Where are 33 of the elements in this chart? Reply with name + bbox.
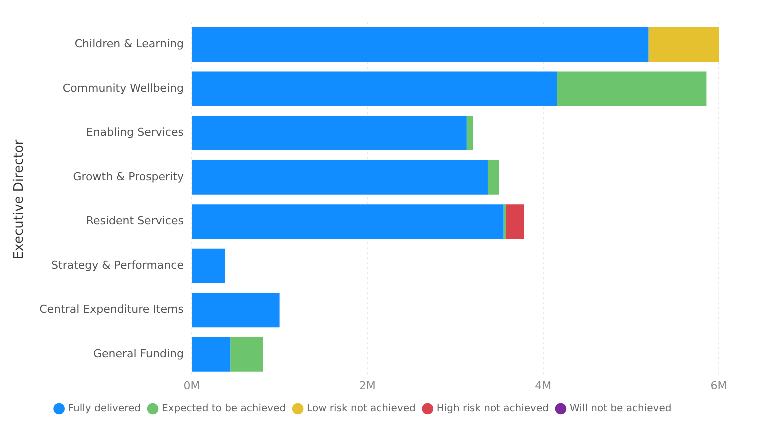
y-tick-label: Children & Learning [74,38,184,51]
legend-label: Low risk not achieved [307,404,416,415]
y-tick-label: Resident Services [86,214,184,228]
y-tick-label: Strategy & Performance [52,258,184,272]
legend-label: High risk not achieved [436,404,549,415]
bar [192,293,280,328]
bar [192,337,231,372]
x-tick-label: 2M [359,379,376,392]
bar [192,72,558,106]
y-tick-label: Community Wellbeing [62,82,184,95]
y-tick-label: Enabling Services [86,126,184,140]
y-tick-label: Central Expenditure Items [40,303,184,316]
bar [192,27,649,62]
y-tick-label: Growth & Prosperity [73,170,184,184]
x-tick-label: 6M [710,379,728,392]
bar [557,72,707,106]
legend-label: Will not be achieved [570,404,672,415]
legend-label: Expected to be achieved [162,404,286,415]
bar [192,116,467,151]
bar [192,248,226,284]
bar [192,204,504,240]
bar [466,116,474,151]
bar [504,204,506,240]
bar [648,27,719,62]
bar [488,160,500,195]
legend-label: Fully delivered [68,404,142,415]
y-axis-title: Executive Director [12,139,28,260]
y-tick-label: General Funding [93,348,184,361]
bar [230,337,264,372]
bar [192,160,488,195]
x-tick-label: 4M [535,379,552,392]
x-tick-label: 0M [184,379,200,392]
bar [506,204,524,240]
